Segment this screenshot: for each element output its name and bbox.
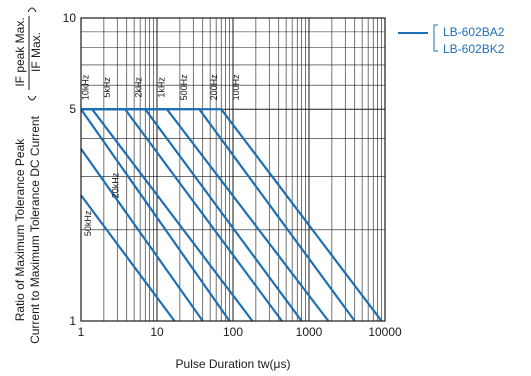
series-line [80, 148, 204, 322]
legend-entry-1: LB-602BA2 [443, 25, 505, 39]
y-tick-label: 1 [69, 314, 76, 328]
series-label: 50kHz [83, 210, 93, 236]
series-labels: 100Hz 200Hz 500Hz 1kHz 2kHz 5kHz 10kHz 20kHz 50k… [80, 74, 241, 236]
x-tick-label: 10 [150, 325, 164, 339]
series-line [80, 194, 176, 322]
x-tick-label: 10000 [368, 325, 402, 339]
y-axis-ratio-paren-bottom [27, 95, 37, 101]
y-axis-ratio: IF peak Max. IF Max. [13, 7, 43, 101]
x-tick-label: 100 [223, 325, 243, 339]
series-label: 5kHz [102, 77, 112, 98]
legend-bracket [433, 24, 438, 52]
y-axis-ratio-paren-top [27, 7, 37, 13]
series-label: 100Hz [231, 74, 241, 101]
y-axis-title-line1: Ratio of Maximum Tolerance Peak [13, 138, 27, 322]
tick-labels: 1 10 100 1000 10000 1 5 10 [63, 11, 402, 339]
series-label: 10kHz [80, 74, 90, 100]
x-tick-label: 1000 [296, 325, 323, 339]
series-label: 20kHz [110, 172, 120, 198]
x-tick-label: 1 [78, 325, 85, 339]
series-line [81, 108, 283, 322]
legend-entry-2: LB-602BK2 [443, 42, 505, 56]
legend: LB-602BA2 LB-602BK2 [398, 24, 505, 56]
y-axis-title-line2: Current to Maximum Tolerance DC Current [28, 115, 42, 344]
series-label: 200Hz [209, 74, 219, 101]
series-label: 2kHz [134, 77, 144, 98]
series-label: 500Hz [179, 74, 189, 101]
series-line [80, 108, 231, 322]
plot-frame [80, 17, 386, 322]
y-axis-ratio-denominator: IF Max. [29, 32, 43, 72]
y-tick-label: 5 [69, 102, 76, 116]
chart-series-group [80, 108, 383, 322]
series-label: 1kHz [157, 77, 167, 98]
y-tick-label: 10 [63, 11, 77, 25]
series-line [81, 108, 254, 322]
y-axis-ratio-numerator: IF peak Max. [13, 17, 27, 86]
x-axis-title: Pulse Duration tw(μs) [176, 357, 291, 371]
chart-grid [81, 18, 385, 321]
